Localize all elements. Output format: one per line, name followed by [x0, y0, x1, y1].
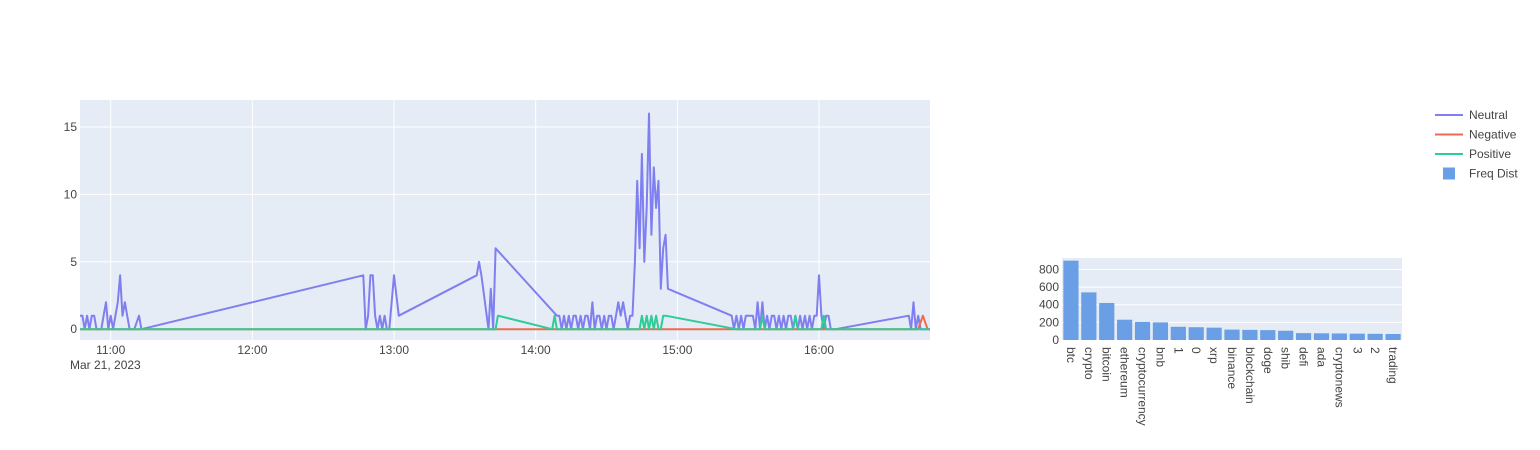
freq-bar-bnb: [1152, 322, 1169, 340]
legend-label: Neutral: [1469, 108, 1508, 122]
freq-bar-ethereum: [1117, 319, 1133, 340]
legend-swatch-freq-dist: [1443, 167, 1455, 180]
freq-bar-0: [1188, 327, 1204, 340]
freq-x-tick-label: 1: [1171, 347, 1185, 354]
freq-bar-2: [1367, 333, 1383, 340]
freq-x-tick-label: ethereum: [1118, 347, 1132, 398]
freq-x-tick-label: shib: [1279, 347, 1293, 369]
timeline-x-tick-label: 15:00: [662, 343, 692, 357]
timeline-x-tick-label: 14:00: [521, 343, 551, 357]
freq-x-tick-label: 3: [1350, 347, 1364, 354]
freq-bar-cryptocurrency: [1134, 321, 1151, 340]
freq-bar-doge: [1260, 330, 1276, 340]
series-line-positive: [80, 314, 930, 331]
timeline-y-tick-label: 0: [70, 322, 77, 336]
freq-dist-bar-chart: 0 200 400 600 800 btc crypto bitcoin ethereum cry…: [1039, 258, 1402, 426]
legend: Neutral Negative Positive Freq Dist: [1435, 108, 1518, 181]
freq-x-tick-label: defi: [1297, 347, 1311, 366]
freq-y-tick-label: 0: [1052, 333, 1059, 347]
legend-label: Positive: [1469, 147, 1511, 161]
timeline-y-tick-label: 15: [64, 120, 78, 134]
freq-x-tick-label: binance: [1225, 347, 1239, 389]
freq-bar-cryptonews: [1331, 333, 1347, 340]
timeline-x-tick-label: 16:00: [804, 343, 834, 357]
timeline-y-tick-label: 5: [70, 255, 77, 269]
freq-x-tick-label: cryptonews: [1332, 347, 1346, 408]
freq-bar-xrp: [1206, 327, 1222, 340]
timeline-y-tick-label: 10: [64, 187, 78, 201]
freq-bar-btc: [1063, 260, 1079, 340]
freq-x-tick-label: trading: [1386, 347, 1400, 384]
freq-x-tick-label: bitcoin: [1100, 347, 1114, 382]
freq-bar-defi: [1295, 333, 1312, 340]
freq-x-tick-label: 0: [1189, 347, 1203, 354]
freq-x-tick-label: doge: [1261, 347, 1275, 374]
timeline-x-tick-label: 12:00: [237, 343, 267, 357]
freq-bar-binance: [1224, 329, 1240, 340]
freq-x-tick-label: btc: [1064, 347, 1078, 363]
freq-bar-1: [1170, 326, 1186, 340]
freq-bar-crypto: [1081, 292, 1097, 340]
freq-y-tick-label: 600: [1039, 280, 1059, 294]
freq-x-tick-label: ada: [1314, 347, 1328, 367]
timeline-plot-area: [80, 100, 930, 340]
freq-x-tick-label: bnb: [1153, 347, 1167, 367]
timeline-date-label: Mar 21, 2023: [70, 358, 141, 372]
freq-bar-trading: [1385, 334, 1401, 340]
freq-y-tick-label: 800: [1039, 262, 1059, 276]
freq-y-tick-label: 400: [1039, 298, 1059, 312]
freq-x-tick-label: 2: [1368, 347, 1382, 354]
freq-y-tick-label: 200: [1039, 315, 1059, 329]
freq-bar-blockchain: [1242, 329, 1258, 340]
timeline-x-tick-label: 11:00: [96, 343, 125, 357]
timeline-x-tick-label: 13:00: [379, 343, 409, 357]
freq-x-tick-label: xrp: [1207, 347, 1221, 364]
freq-x-tick-label: crypto: [1082, 347, 1096, 380]
freq-x-tick-label: blockchain: [1243, 347, 1257, 404]
freq-x-tick-label: cryptocurrency: [1136, 347, 1150, 426]
legend-label: Negative: [1469, 128, 1517, 142]
freq-bar-ada: [1313, 333, 1330, 340]
sentiment-timeline-chart: 11:00 12:00 13:00 14:00 15:00 16:00 0 5 10 15 Mar …: [64, 100, 930, 372]
legend-label: Freq Dist: [1469, 167, 1518, 181]
freq-bar-bitcoin: [1099, 302, 1115, 340]
freq-bar-3: [1349, 333, 1365, 340]
freq-bar-shib: [1278, 330, 1294, 340]
